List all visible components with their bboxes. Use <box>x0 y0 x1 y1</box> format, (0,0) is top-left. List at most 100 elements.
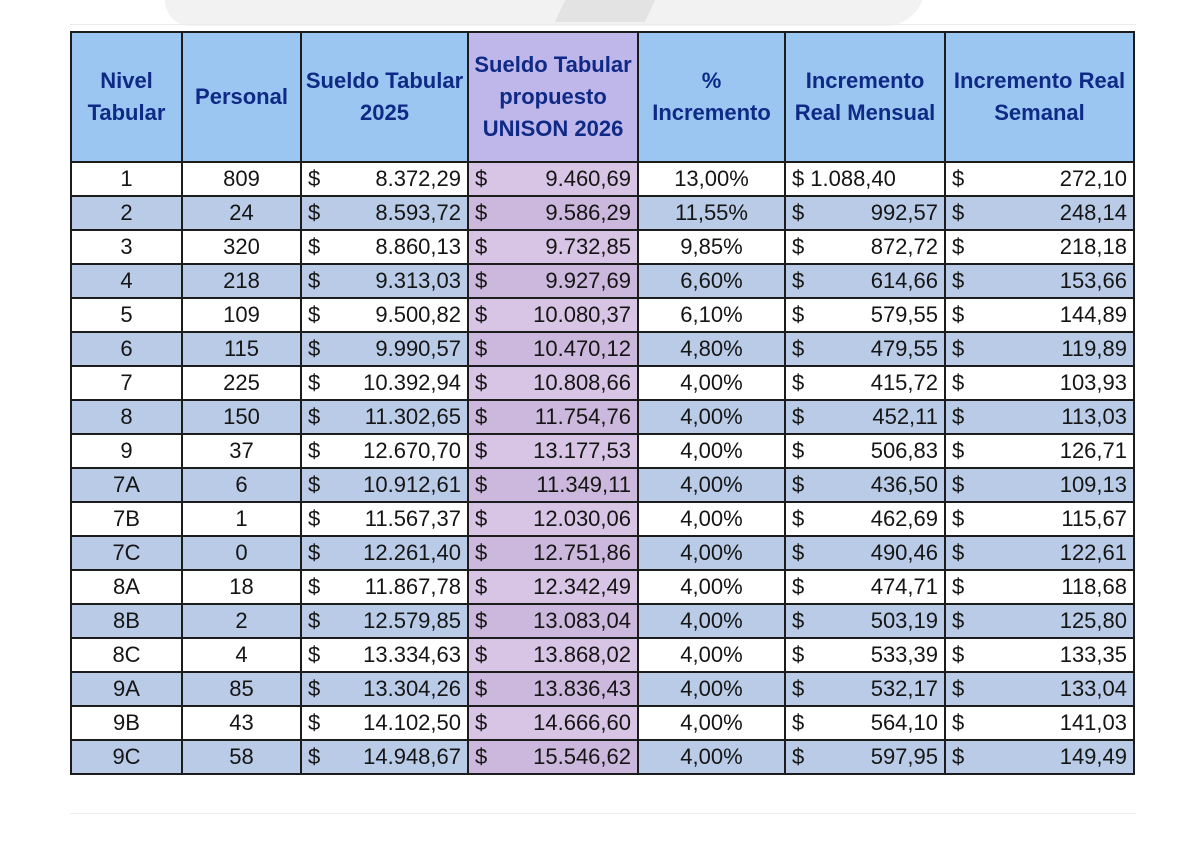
amount: 579,55 <box>870 302 938 327</box>
money-cell: $ 12.261,40 <box>300 535 469 571</box>
money-cell: $ 564,10 <box>784 705 946 741</box>
currency-symbol: $ <box>952 506 965 531</box>
currency-symbol: $ <box>952 370 965 395</box>
currency-symbol: $ <box>952 676 965 701</box>
nivel-cell: 2 <box>70 195 183 231</box>
pct-cell: 4,00% <box>637 637 786 673</box>
personal-cell: 24 <box>181 195 302 231</box>
currency-symbol: $ <box>475 200 488 225</box>
amount: 14.102,50 <box>363 710 461 735</box>
currency-symbol: $ <box>475 506 488 531</box>
personal-cell: 1 <box>181 501 302 537</box>
pct-cell: 6,10% <box>637 297 786 333</box>
currency-symbol: $ <box>952 200 965 225</box>
money-cell: $ 10.080,37 <box>467 297 639 333</box>
currency-symbol: $ <box>475 404 488 429</box>
money-cell: $ 125,80 <box>944 603 1135 639</box>
money-cell: $ 462,69 <box>784 501 946 537</box>
money-cell: $ 13.177,53 <box>467 433 639 469</box>
money-cell: $ 12.030,06 <box>467 501 639 537</box>
amount: 14.666,60 <box>533 710 631 735</box>
amount: 533,39 <box>870 642 938 667</box>
amount: 8.372,29 <box>375 166 461 191</box>
nivel-cell: 9C <box>70 739 183 775</box>
money-cell: $ 109,13 <box>944 467 1135 503</box>
amount: 113,03 <box>1061 404 1127 429</box>
amount: 126,71 <box>1059 438 1127 463</box>
nivel-cell: 7 <box>70 365 183 401</box>
money-cell: $ 9.313,03 <box>300 263 469 299</box>
amount: 103,93 <box>1059 370 1127 395</box>
amount: 133,35 <box>1059 642 1127 667</box>
amount: 9.313,03 <box>375 268 461 293</box>
watermark-shape <box>165 0 925 26</box>
nivel-cell: 8B <box>70 603 183 639</box>
amount: 992,57 <box>870 200 938 225</box>
header-personal: Personal <box>181 31 302 163</box>
amount: 10.912,61 <box>363 472 461 497</box>
amount: 15.546,62 <box>533 744 631 769</box>
currency-symbol: $ <box>792 166 805 191</box>
money-cell: $ 103,93 <box>944 365 1135 401</box>
personal-cell: 109 <box>181 297 302 333</box>
nivel-cell: 6 <box>70 331 183 367</box>
money-cell: $ 11.349,11 <box>467 467 639 503</box>
table-row: 9A 85 $ 13.304,26 $ 13.836,43 4,00% $ 53… <box>70 671 1135 707</box>
currency-symbol: $ <box>475 370 488 395</box>
amount: 12.342,49 <box>533 574 631 599</box>
pct-cell: 4,80% <box>637 331 786 367</box>
currency-symbol: $ <box>475 710 488 735</box>
table-row: 9 37 $ 12.670,70 $ 13.177,53 4,00% $ 506… <box>70 433 1135 469</box>
currency-symbol: $ <box>952 710 965 735</box>
money-cell: $ 503,19 <box>784 603 946 639</box>
money-cell: $ 218,18 <box>944 229 1135 265</box>
amount: 11.567,37 <box>364 506 461 531</box>
amount: 133,04 <box>1059 676 1127 701</box>
money-cell: $ 490,46 <box>784 535 946 571</box>
amount: 12.261,40 <box>363 540 461 565</box>
nivel-cell: 7C <box>70 535 183 571</box>
amount: 415,72 <box>870 370 938 395</box>
amount: 144,89 <box>1059 302 1127 327</box>
table-row: 8B 2 $ 12.579,85 $ 13.083,04 4,00% $ 503… <box>70 603 1135 639</box>
amount: 1.088,40 <box>810 166 896 191</box>
amount: 109,13 <box>1059 472 1127 497</box>
header-incremento-semanal: Incremento Real Semanal <box>944 31 1135 163</box>
pct-cell: 4,00% <box>637 467 786 503</box>
table-row: 5 109 $ 9.500,82 $ 10.080,37 6,10% $ 579… <box>70 297 1135 333</box>
currency-symbol: $ <box>792 404 805 429</box>
amount: 12.030,06 <box>533 506 631 531</box>
amount: 13.334,63 <box>363 642 461 667</box>
money-cell: $ 872,72 <box>784 229 946 265</box>
currency-symbol: $ <box>475 574 488 599</box>
amount: 11.349,11 <box>536 472 631 497</box>
amount: 9.732,85 <box>545 234 631 259</box>
personal-cell: 225 <box>181 365 302 401</box>
currency-symbol: $ <box>792 234 805 259</box>
personal-cell: 6 <box>181 467 302 503</box>
currency-symbol: $ <box>475 234 488 259</box>
table-row: 8C 4 $ 13.334,63 $ 13.868,02 4,00% $ 533… <box>70 637 1135 673</box>
nivel-cell: 1 <box>70 161 183 197</box>
money-cell: $ 579,55 <box>784 297 946 333</box>
table-row: 1 809 $ 8.372,29 $ 9.460,69 13,00% $ 1.0… <box>70 161 1135 197</box>
currency-symbol: $ <box>952 438 965 463</box>
nivel-cell: 9A <box>70 671 183 707</box>
amount: 8.593,72 <box>375 200 461 225</box>
table-row: 8A 18 $ 11.867,78 $ 12.342,49 4,00% $ 47… <box>70 569 1135 605</box>
currency-symbol: $ <box>792 574 805 599</box>
money-cell: $ 12.670,70 <box>300 433 469 469</box>
pct-cell: 4,00% <box>637 739 786 775</box>
currency-symbol: $ <box>308 370 321 395</box>
money-cell: $ 126,71 <box>944 433 1135 469</box>
table-row: 9B 43 $ 14.102,50 $ 14.666,60 4,00% $ 56… <box>70 705 1135 741</box>
pct-cell: 6,60% <box>637 263 786 299</box>
nivel-cell: 4 <box>70 263 183 299</box>
currency-symbol: $ <box>475 642 488 667</box>
amount: 10.392,94 <box>363 370 461 395</box>
nivel-cell: 5 <box>70 297 183 333</box>
header-pct-incremento: % Incremento <box>637 31 786 163</box>
money-cell: $ 122,61 <box>944 535 1135 571</box>
amount: 122,61 <box>1059 540 1127 565</box>
salary-table: Nivel Tabular Personal Sueldo Tabular 20… <box>70 31 1135 775</box>
